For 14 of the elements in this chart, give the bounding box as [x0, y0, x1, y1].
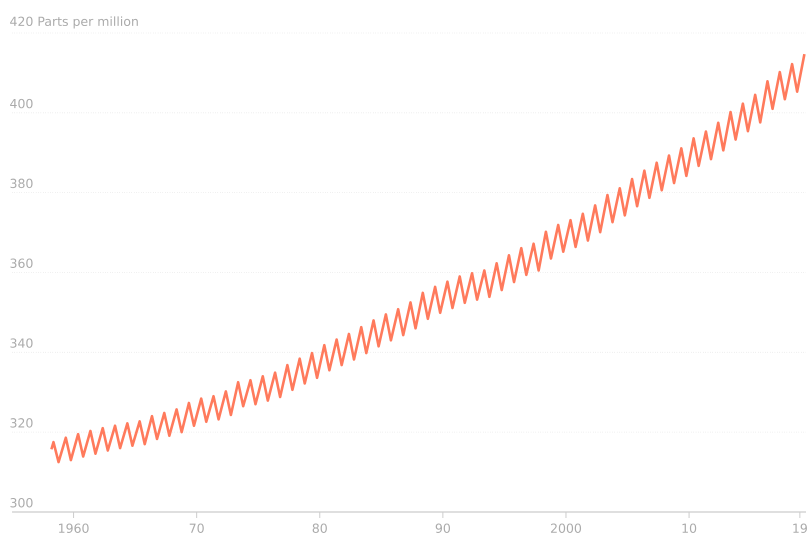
y-tick-label: 420 Parts per million [10, 16, 138, 28]
y-tick-label: 380 [10, 178, 33, 188]
x-tick-label: 80 [312, 524, 327, 533]
y-tick-label: 340 [10, 338, 33, 348]
x-tick-label: 70 [190, 524, 204, 533]
y-tick-label: 400 [10, 98, 33, 108]
x-tick-label: 10 [682, 524, 696, 533]
y-tick-label: 320 [10, 418, 33, 428]
x-tick-label: 2000 [550, 524, 582, 533]
y-tick-label: 300 [10, 498, 33, 508]
x-tick-label: 1960 [59, 524, 89, 533]
x-tick-label: 19 [793, 524, 807, 533]
y-tick-label: 360 [10, 258, 33, 268]
x-tick-label: 90 [436, 524, 450, 533]
